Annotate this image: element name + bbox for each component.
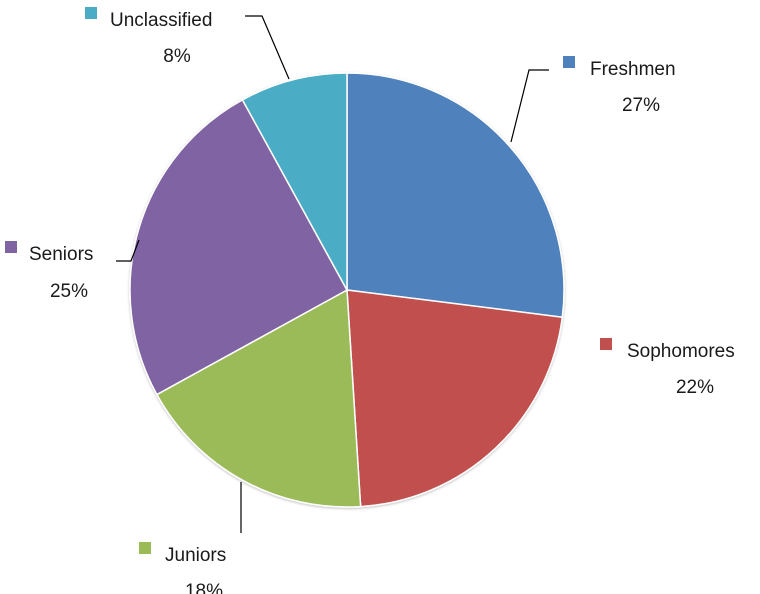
slice-label-name-freshmen: Freshmen	[590, 59, 676, 80]
slice-label-percent-seniors: 25%	[50, 281, 88, 302]
data-labels: Freshmen 27% Sophomores 22% Juniors 18% Senior…	[5, 7, 735, 594]
slice-label-percent-unclassified: 8%	[163, 46, 191, 67]
slice-label-percent-sophomores: 22%	[676, 377, 714, 398]
label-marker-juniors	[139, 542, 151, 554]
label-marker-unclassified	[85, 7, 97, 19]
leader-line-unclassified	[245, 15, 290, 80]
pie-slice-juniors	[156, 289, 362, 508]
label-marker-sophomores	[600, 338, 612, 350]
pie-slice-freshmen	[346, 72, 565, 318]
leader-line-seniors	[116, 239, 140, 262]
label-marker-freshmen	[563, 56, 575, 68]
pie-slice-unclassified	[241, 72, 348, 291]
slice-label-percent-juniors: 18%	[185, 581, 223, 594]
slice-label-name-juniors: Juniors	[165, 545, 226, 566]
pie-slice-sophomores	[346, 289, 564, 508]
label-marker-seniors	[5, 241, 17, 253]
slice-label-name-unclassified: Unclassified	[110, 10, 212, 31]
slice-label-percent-freshmen: 27%	[622, 95, 660, 116]
pie-slices	[129, 72, 565, 508]
slice-label-name-seniors: Seniors	[29, 244, 93, 265]
pie-slice-seniors	[129, 99, 348, 396]
leader-lines	[116, 15, 549, 533]
leader-line-freshmen	[510, 69, 549, 143]
slice-label-name-sophomores: Sophomores	[627, 341, 735, 362]
